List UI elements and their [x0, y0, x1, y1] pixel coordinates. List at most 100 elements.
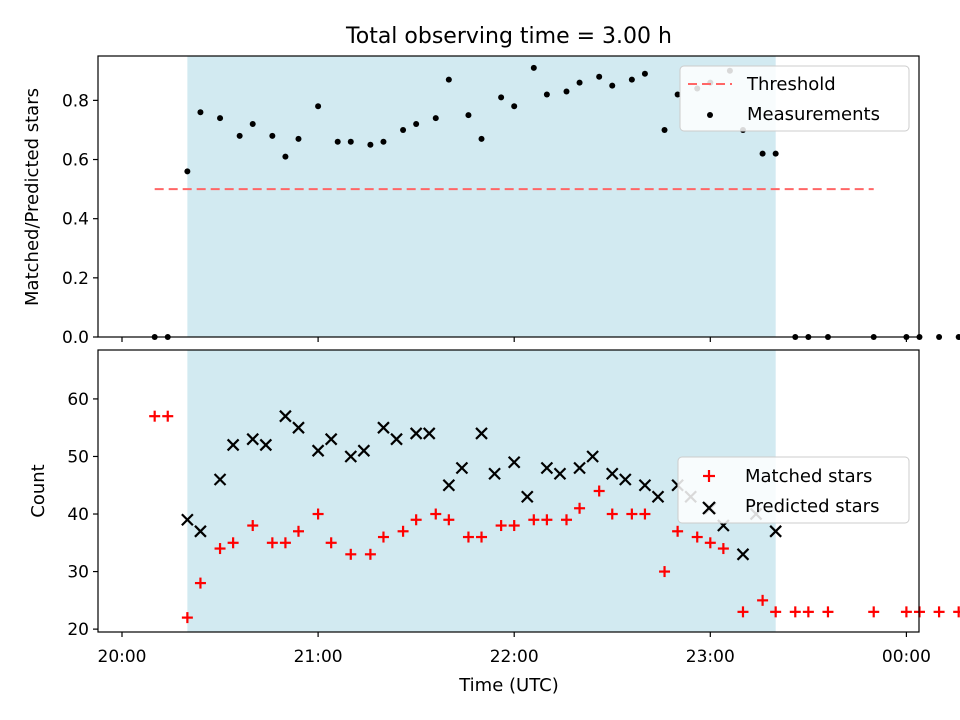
y-tick-label: 0.4	[62, 210, 89, 230]
matched-star-point	[266, 537, 278, 549]
matched-star-point	[279, 537, 291, 549]
predicted-star-point	[488, 467, 501, 481]
measurement-point	[197, 109, 204, 116]
chart-title: Total observing time = 3.00 h	[345, 24, 672, 49]
matched-star-point	[181, 612, 193, 624]
top-axes-frame	[97, 55, 920, 338]
measurement-point	[249, 121, 256, 128]
legend-matched-swatch	[703, 470, 715, 482]
measurement-point	[432, 115, 439, 122]
measurement-point	[282, 153, 289, 160]
measurement-point	[759, 150, 766, 157]
matched-star-point	[476, 531, 488, 543]
matched-star-point	[325, 537, 337, 549]
predicted-star-point	[619, 473, 632, 486]
matched-star-point	[364, 548, 376, 560]
predicted-star-point	[194, 525, 207, 538]
matched-star-point	[495, 520, 507, 532]
matched-star-point	[149, 410, 161, 422]
x-tick-label: 22:00	[490, 647, 539, 667]
legend-threshold-label: Threshold	[746, 74, 836, 95]
predicted-star-point	[455, 461, 469, 475]
y-tick-label: 50	[67, 447, 89, 467]
matched-star-point	[345, 548, 357, 560]
measurement-point	[641, 70, 648, 77]
measurement-point	[955, 334, 960, 340]
predicted-star-point	[573, 461, 586, 475]
x-axis-label: Time (UTC)	[458, 675, 559, 696]
predicted-star-point	[422, 427, 436, 440]
matched-star-point	[717, 543, 729, 555]
predicted-star-point	[324, 432, 338, 446]
matched-star-point	[868, 606, 880, 618]
matched-star-point	[672, 525, 684, 537]
matched-star-point	[227, 537, 239, 549]
matched-star-point	[757, 594, 769, 606]
y-tick-label: 0.2	[62, 269, 89, 289]
measurement-point	[465, 112, 472, 119]
predicted-star-point	[475, 427, 488, 440]
measurements-series	[151, 64, 960, 340]
predicted-star-point	[390, 432, 403, 446]
matched-star-point	[770, 606, 782, 618]
matched-star-point	[789, 606, 801, 618]
top-y-ticks: 0.0 0.2 0.4 0.6 0.8	[62, 91, 98, 348]
legend-predicted-label: Predicted stars	[745, 496, 879, 517]
matched-star-point	[900, 606, 912, 618]
legend-matched-label: Matched stars	[745, 466, 872, 487]
predicted-star-point	[651, 490, 665, 504]
predicted-star-point	[357, 444, 371, 457]
matched-star-point	[410, 514, 422, 526]
matched-star-point	[247, 520, 259, 532]
matched-star-point	[822, 606, 834, 618]
matched-star-point	[162, 410, 174, 422]
matched-star-point	[541, 514, 553, 526]
matched-star-point	[214, 543, 226, 555]
measurement-point	[236, 132, 243, 139]
top-y-axis-label: Matched/Predicted stars	[22, 88, 43, 306]
top-shaded-interval	[187, 56, 776, 337]
measurement-point	[563, 88, 570, 95]
measurement-point	[511, 103, 518, 110]
measurement-point	[609, 82, 616, 89]
predicted-star-point	[605, 467, 619, 481]
bottom-legend-box	[677, 456, 910, 524]
top-legend-box	[679, 65, 910, 132]
top-x-ticks	[121, 337, 908, 342]
y-tick-label: 30	[67, 563, 89, 583]
matched-star-point	[626, 508, 638, 520]
measurement-point	[347, 138, 354, 145]
matched-star-point	[560, 514, 572, 526]
measurement-point	[596, 73, 603, 80]
predicted-star-point	[246, 432, 260, 446]
predicted-star-point	[279, 409, 292, 423]
measurement-point	[184, 168, 191, 175]
top-panel: 0.00.20.40.60.8 Matched/Predicted stars …	[22, 55, 960, 348]
measurement-point	[661, 126, 668, 133]
bottom-legend: Matched stars Predicted stars	[677, 456, 910, 524]
measurement-point	[334, 138, 341, 145]
predicted-star-point	[586, 450, 599, 463]
predicted-star-point	[181, 513, 194, 527]
measurement-point	[315, 103, 322, 110]
measurement-point	[543, 91, 550, 98]
matched-star-point	[312, 508, 324, 520]
matched-star-point	[953, 606, 960, 618]
measurement-point	[269, 132, 276, 139]
predicted-star-point	[442, 478, 456, 492]
measurement-point	[413, 121, 420, 128]
measurement-point	[445, 76, 452, 83]
measurement-point	[367, 141, 374, 148]
matched-star-point	[606, 508, 618, 520]
predicted-star-point	[259, 438, 273, 452]
x-tick-label: 23:00	[686, 647, 735, 667]
measurement-point	[772, 150, 779, 157]
matched-star-point	[802, 606, 814, 618]
predicted-star-point	[769, 525, 782, 538]
matched-star-point	[528, 514, 540, 526]
predicted-star-point	[409, 427, 423, 440]
y-tick-label: 0.6	[62, 151, 89, 171]
matched-star-point	[194, 577, 206, 589]
y-tick-label: 40	[67, 505, 89, 525]
